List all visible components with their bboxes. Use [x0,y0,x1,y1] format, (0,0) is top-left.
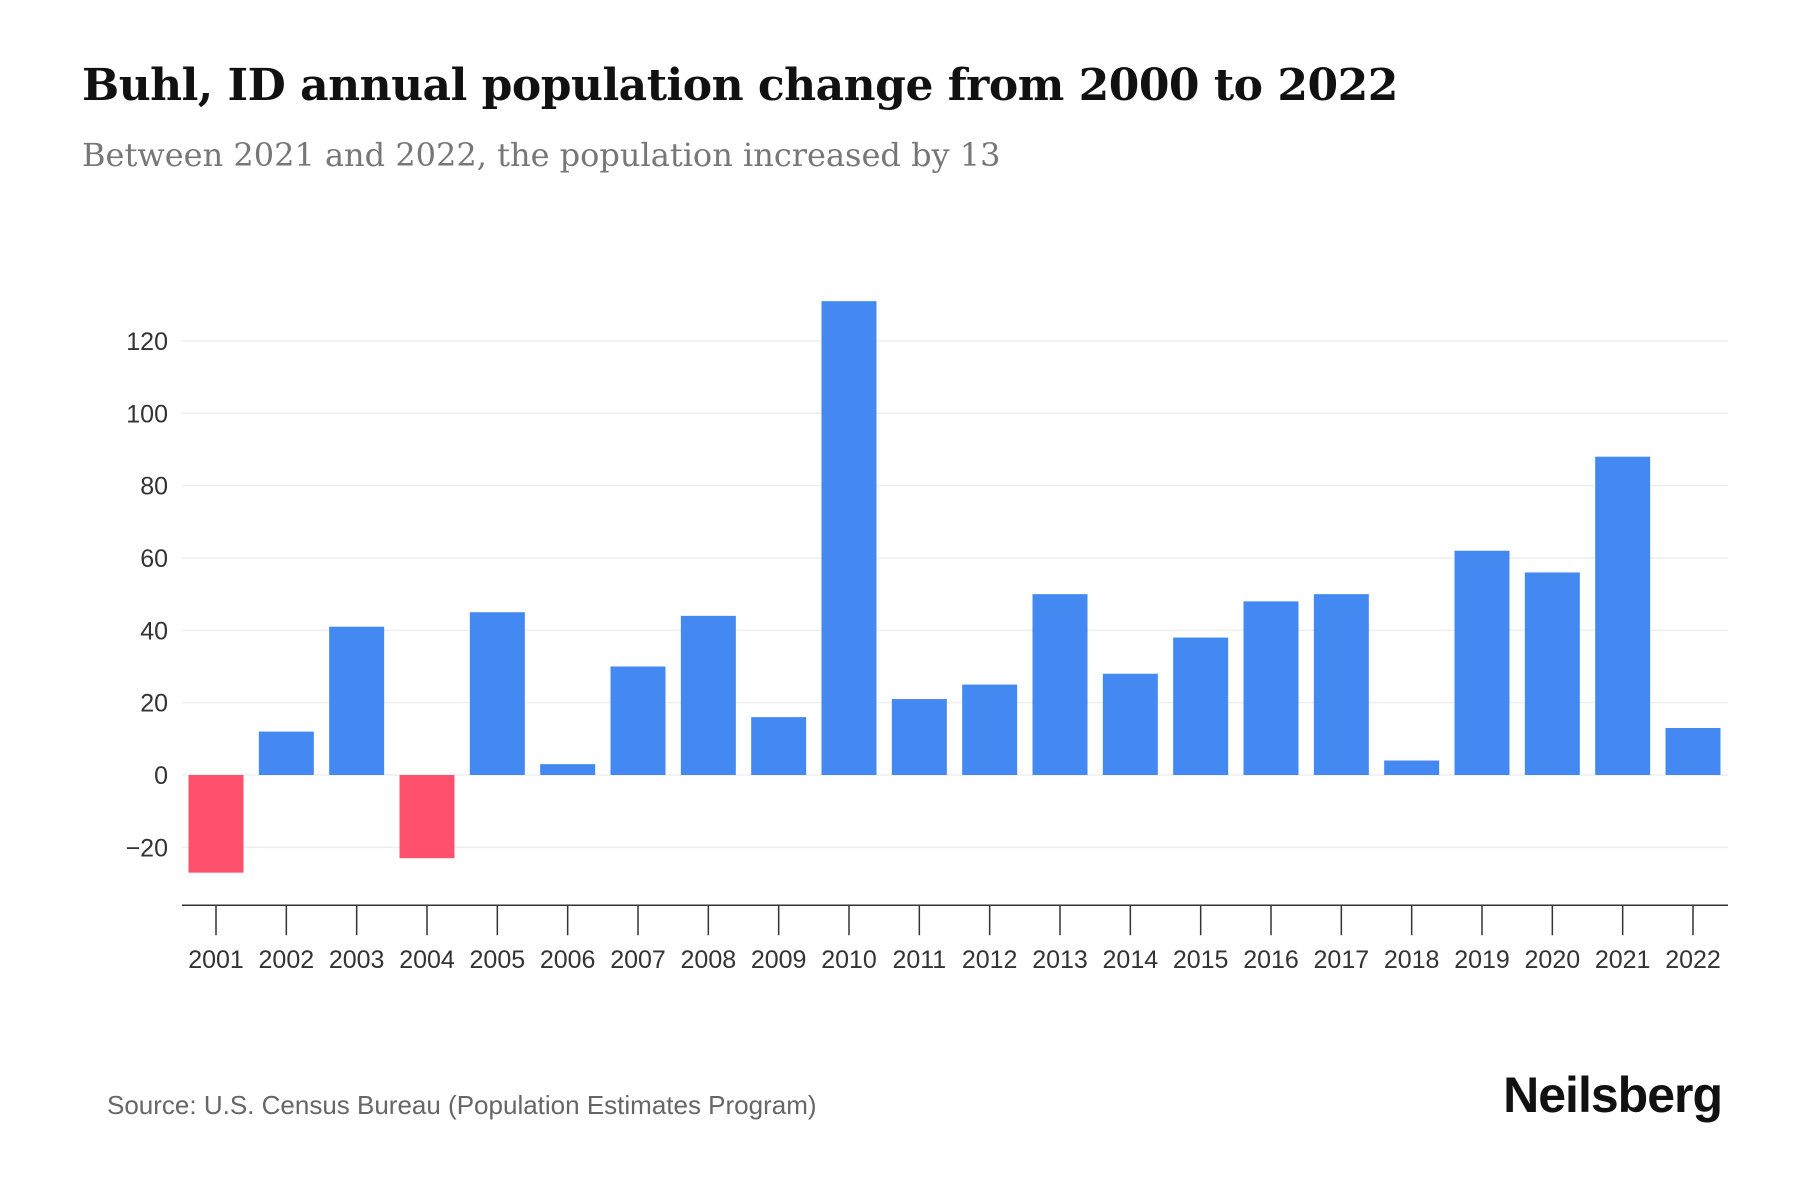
x-tick-label: 2020 [1525,946,1581,974]
x-tick-label: 2022 [1665,946,1721,974]
bar-2014 [1102,673,1158,775]
source-note: Source: U.S. Census Bureau (Population E… [107,1090,817,1120]
bar-2001 [188,775,244,873]
bar-2002 [258,731,314,775]
chart-subtitle: Between 2021 and 2022, the population in… [82,136,1001,174]
x-tick-label: 2018 [1384,946,1440,974]
neilsberg-logo: Neilsberg [1503,1067,1723,1123]
x-tick-label: 2021 [1595,946,1651,974]
x-tick-label: 2014 [1103,946,1159,974]
y-tick-label: 40 [140,617,168,645]
bar-2019 [1454,550,1510,775]
x-tick-label: 2017 [1314,946,1370,974]
y-tick-label: 100 [126,400,168,428]
y-tick-label: −20 [126,834,168,862]
y-tick-label: 120 [126,328,168,356]
bar-2012 [962,684,1018,775]
bar-2011 [891,699,947,775]
x-tick-label: 2013 [1032,946,1088,974]
x-tick-label: 2015 [1173,946,1229,974]
bar-2004 [399,775,455,859]
bar-2018 [1384,760,1440,775]
bar-2017 [1313,594,1369,775]
bar-2009 [751,717,807,775]
y-tick-label: 60 [140,545,168,573]
bar-2003 [329,626,385,775]
x-tick-label: 2010 [821,946,877,974]
bar-2010 [821,301,877,775]
chart-title: Buhl, ID annual population change from 2… [82,60,1398,111]
bar-2020 [1524,572,1580,775]
bar-2007 [610,666,666,775]
x-tick-label: 2001 [188,946,244,974]
x-tick-label: 2004 [399,946,455,974]
x-tick-label: 2002 [259,946,315,974]
x-tick-label: 2007 [610,946,666,974]
y-tick-label: 80 [140,473,168,501]
x-tick-label: 2009 [751,946,807,974]
bar-2016 [1243,601,1299,775]
bar-2015 [1173,637,1229,775]
bar-2021 [1595,456,1651,775]
y-tick-label: 0 [154,762,168,790]
bar-2006 [540,764,596,775]
x-tick-label: 2005 [470,946,526,974]
x-tick-label: 2008 [681,946,737,974]
x-tick-label: 2016 [1243,946,1299,974]
bar-2008 [680,615,736,775]
x-tick-label: 2012 [962,946,1018,974]
bar-2013 [1032,594,1088,775]
x-tick-label: 2011 [892,946,946,974]
bar-2005 [469,612,525,775]
x-tick-label: 2006 [540,946,596,974]
x-tick-label: 2003 [329,946,385,974]
x-tick-label: 2019 [1454,946,1510,974]
bar-2022 [1665,727,1721,775]
y-tick-label: 20 [140,690,168,718]
